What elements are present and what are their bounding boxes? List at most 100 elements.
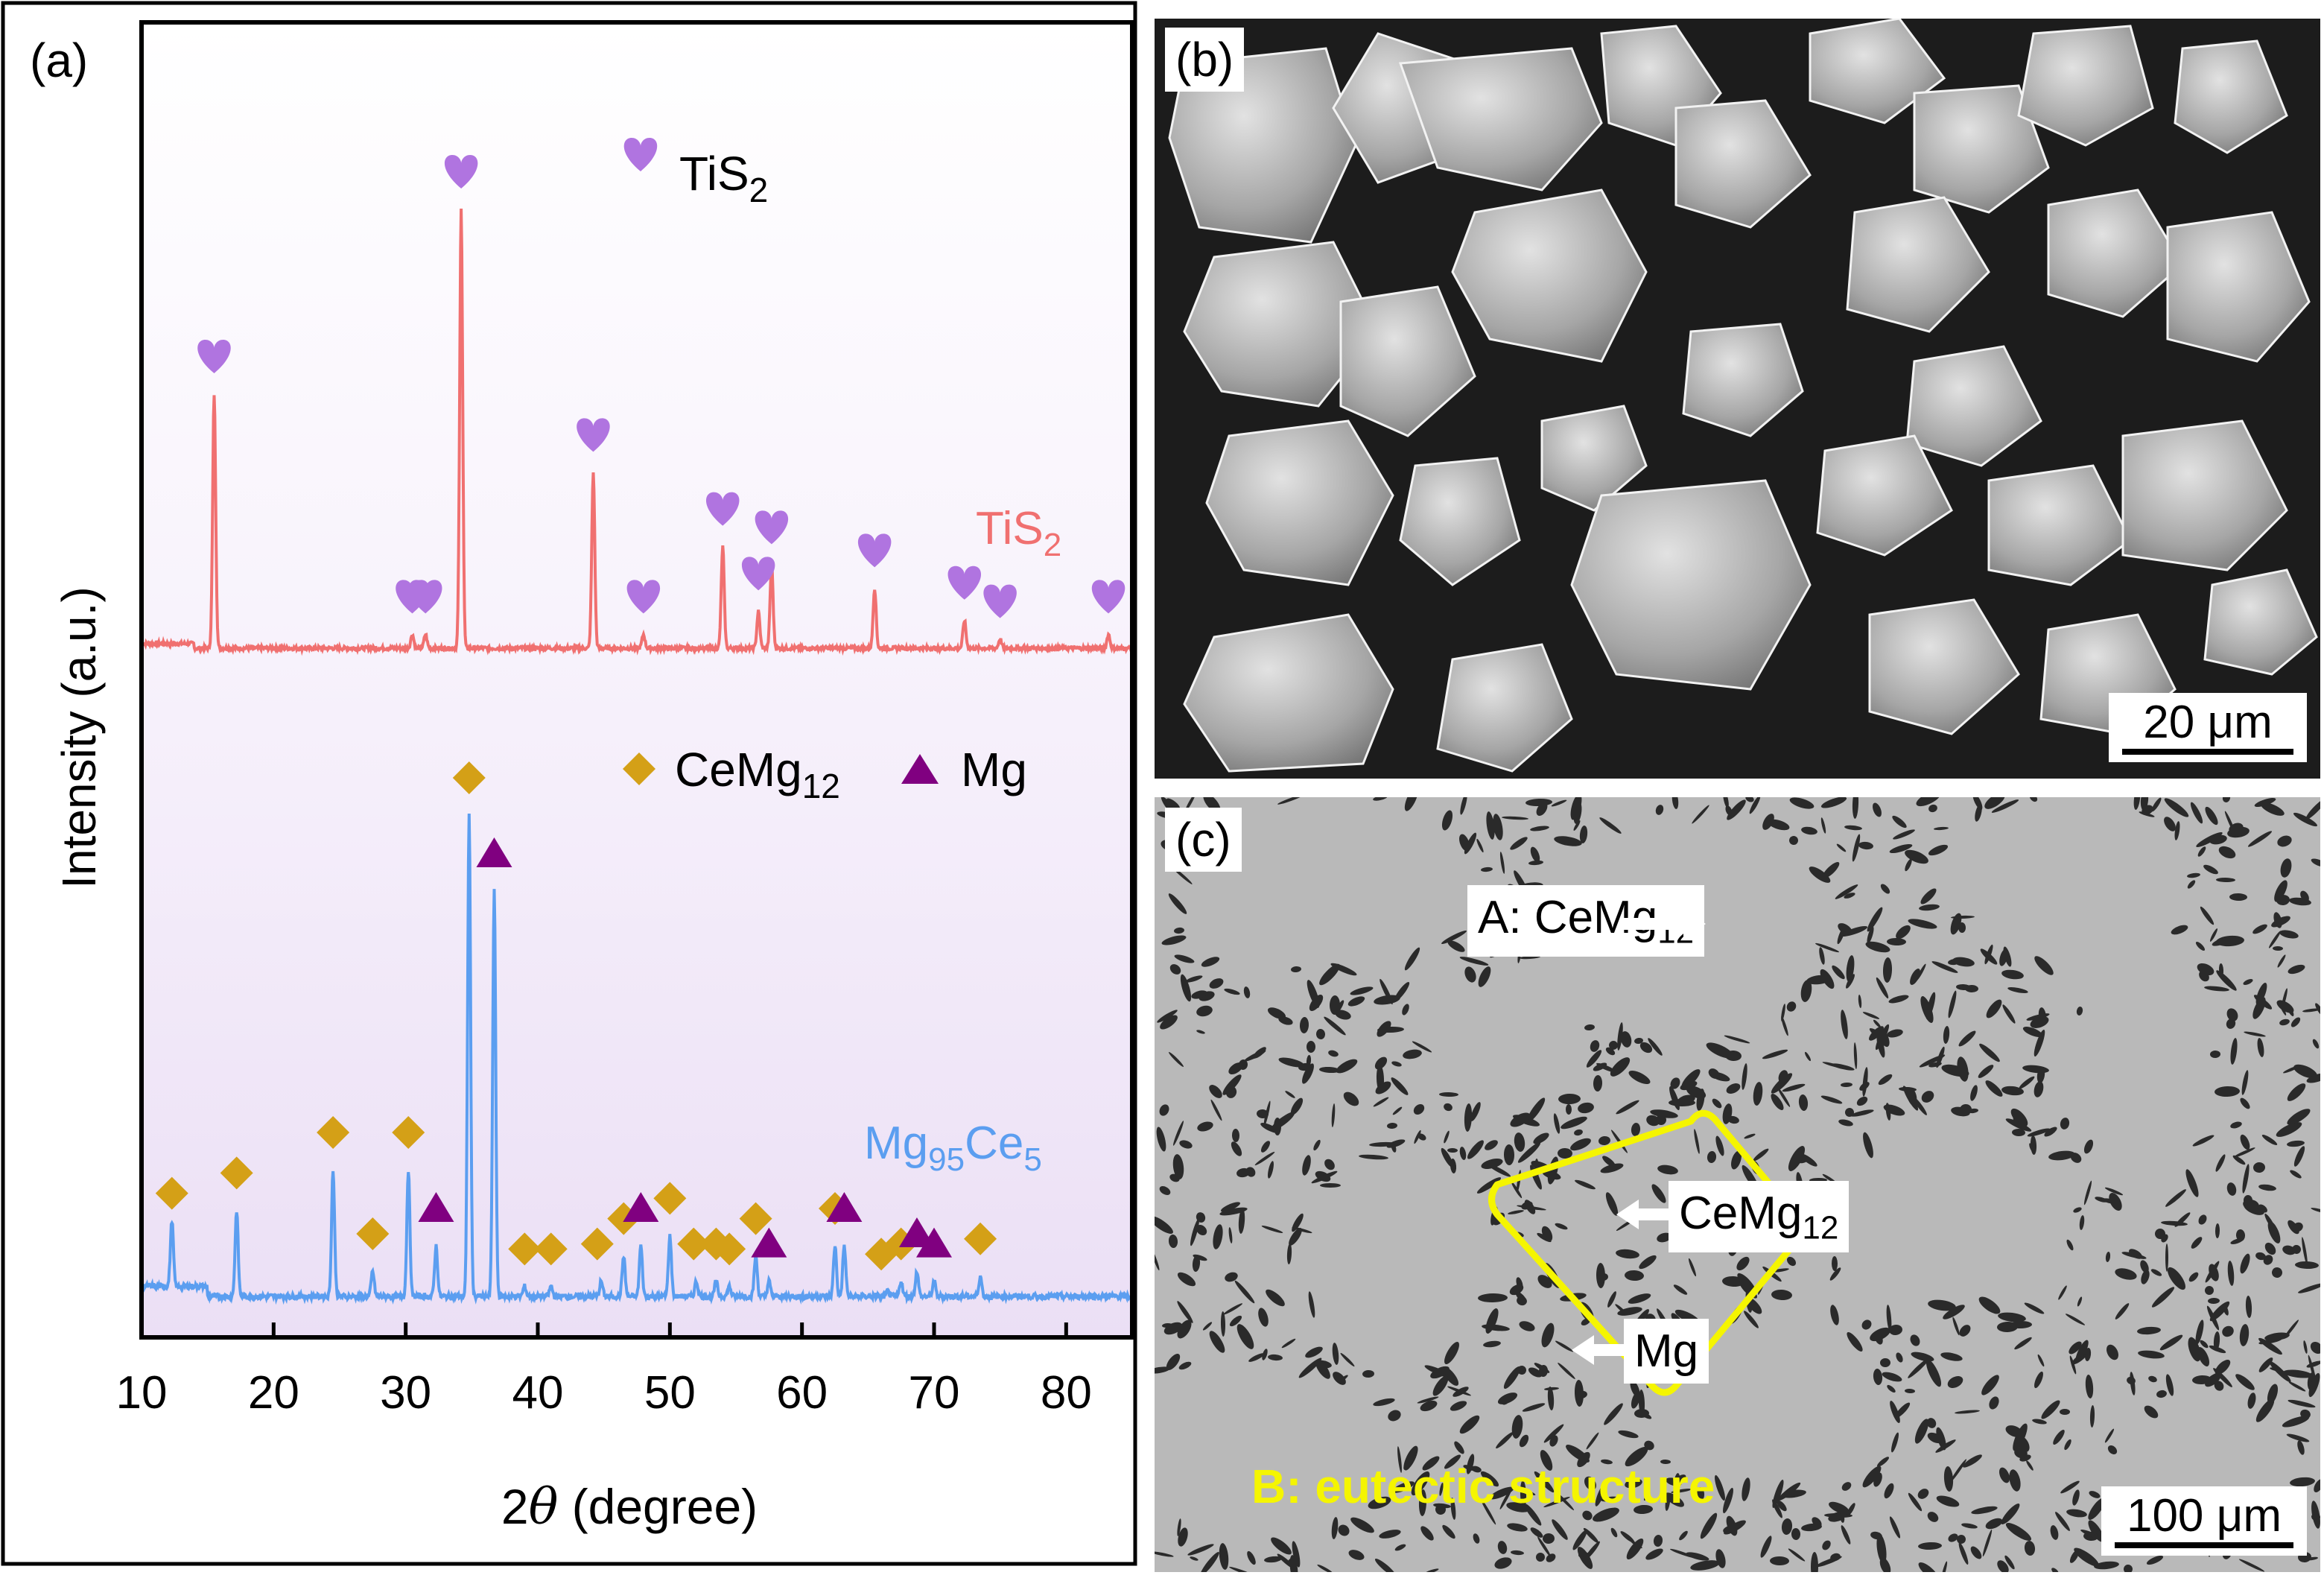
mg-lamella xyxy=(1180,974,1192,1002)
mg-lamella xyxy=(2001,1504,2020,1524)
mg-lamella xyxy=(2297,1440,2305,1455)
mg-lamella xyxy=(1439,1092,1458,1097)
mg-lamella xyxy=(1191,990,1207,999)
legend-triangle-icon xyxy=(901,754,939,784)
mg-lamella xyxy=(2302,1008,2320,1013)
mg-lamella xyxy=(1788,1548,1806,1562)
mg-lamella xyxy=(1174,927,1184,934)
mg-lamella xyxy=(1430,1366,1450,1379)
mg-lamella xyxy=(1616,1100,1639,1115)
mg-lamella xyxy=(2030,1016,2049,1028)
mg-lamella xyxy=(1625,1446,1648,1467)
mg-lamella xyxy=(1841,1010,1848,1039)
mg-lamella xyxy=(1801,826,1817,835)
mg-lamella xyxy=(2312,1039,2320,1049)
mg-lamella xyxy=(1865,941,1890,953)
mg-lamella xyxy=(2036,1067,2045,1083)
mg-lamella xyxy=(2198,1214,2207,1225)
mg-lamella xyxy=(1927,1432,1943,1444)
mg-lamella xyxy=(2048,1150,2075,1161)
mg-lamella xyxy=(1916,797,1941,807)
mg-lamella xyxy=(2242,1164,2250,1194)
mg-lamella xyxy=(2188,1337,2201,1362)
mg-lamella xyxy=(1788,1146,1806,1171)
heart-marker-0-9 xyxy=(857,533,892,568)
mg-lamella xyxy=(1653,1535,1663,1547)
mg-lamella xyxy=(1665,1493,1671,1511)
mg-lamella xyxy=(1330,963,1357,976)
mg-lamella xyxy=(1277,797,1304,805)
mg-lamella xyxy=(2290,1017,2301,1027)
callout-mg: Mg xyxy=(1624,1319,1709,1384)
mg-lamella xyxy=(1177,1301,1193,1323)
mg-lamella xyxy=(1553,1113,1561,1134)
diamond-marker-1-6 xyxy=(452,761,486,794)
callout-a-cemg12: A: CeMg12 xyxy=(1467,885,1705,957)
mg-lamella xyxy=(2293,1146,2305,1167)
mg-lamella xyxy=(1771,1268,1789,1273)
mg-lamella xyxy=(1447,940,1465,952)
mg-lamella xyxy=(1847,1332,1863,1352)
mg-lamella xyxy=(2139,811,2155,817)
mg-lamella xyxy=(1905,858,1912,872)
mg-lamella xyxy=(2226,1018,2236,1029)
mg-lamella xyxy=(1778,1070,1788,1083)
mg-lamella xyxy=(1820,817,1826,834)
mg-lamella xyxy=(1234,1280,1255,1304)
mg-lamella xyxy=(1417,1133,1426,1141)
mg-lamella xyxy=(2258,1204,2267,1213)
mg-lamella xyxy=(1454,1441,1464,1454)
mg-lamella xyxy=(2310,1341,2320,1355)
mg-lamella xyxy=(1570,1138,1591,1151)
mg-lamella xyxy=(2124,1565,2133,1572)
mg-lamella xyxy=(2037,1354,2045,1367)
mg-lamella xyxy=(1867,907,1883,932)
mg-lamella xyxy=(1464,832,1477,855)
mg-lamella xyxy=(1887,1384,1896,1393)
mg-lamella xyxy=(1288,1557,1298,1568)
mg-lamella xyxy=(2165,1243,2168,1272)
mg-lamella xyxy=(1625,1478,1642,1489)
mg-lamella xyxy=(1307,1041,1315,1053)
mg-lamella xyxy=(2289,897,2311,906)
mg-lamella xyxy=(1931,961,1958,973)
mg-lamella xyxy=(1319,963,1340,986)
mg-lamella xyxy=(1880,884,1890,894)
mg-lamella xyxy=(2247,1393,2256,1409)
mg-lamella xyxy=(2290,1170,2302,1179)
diamond-marker-1-16 xyxy=(713,1232,746,1266)
mg-lamella xyxy=(2212,937,2231,946)
mg-lamella xyxy=(2076,1007,2083,1016)
mg-lamella xyxy=(1441,1147,1454,1168)
mg-lamella xyxy=(1620,1531,1635,1543)
mg-lamella xyxy=(1187,1544,1214,1556)
mg-lamella xyxy=(2140,797,2149,811)
mg-lamella xyxy=(1800,1153,1817,1167)
mg-lamella xyxy=(1575,1179,1596,1190)
mg-lamella xyxy=(1986,999,2002,1018)
mg-lamella xyxy=(2240,1253,2250,1274)
mg-lamella xyxy=(1386,1139,1406,1148)
x-tick-label: 70 xyxy=(909,1367,960,1419)
mg-lamella xyxy=(1628,1293,1651,1304)
mg-lamella xyxy=(1350,1517,1374,1533)
mg-lamella xyxy=(1688,1258,1697,1277)
mg-lamella xyxy=(1319,1066,1340,1074)
mg-lamella xyxy=(1822,861,1840,879)
triangle-marker-1-24 xyxy=(916,1227,952,1258)
mg-lamella xyxy=(2073,1207,2082,1213)
mg-lamella xyxy=(1599,1273,1608,1281)
mg-lamella xyxy=(1749,797,1761,814)
arrow-left-icon xyxy=(1616,1200,1676,1229)
mg-lamella xyxy=(2264,1332,2290,1341)
mg-lamella xyxy=(2295,1261,2319,1270)
mg-lamella xyxy=(1840,926,1868,937)
mg-lamella xyxy=(1155,1249,1160,1271)
mg-lamella xyxy=(1911,1352,1934,1362)
mg-lamella xyxy=(1586,1050,1602,1068)
mg-lamella xyxy=(2247,831,2273,847)
diamond-marker-1-17 xyxy=(739,1202,772,1235)
mg-lamella xyxy=(1768,819,1790,831)
mg-lamella xyxy=(1874,1331,1883,1345)
mg-lamella xyxy=(1844,825,1862,831)
